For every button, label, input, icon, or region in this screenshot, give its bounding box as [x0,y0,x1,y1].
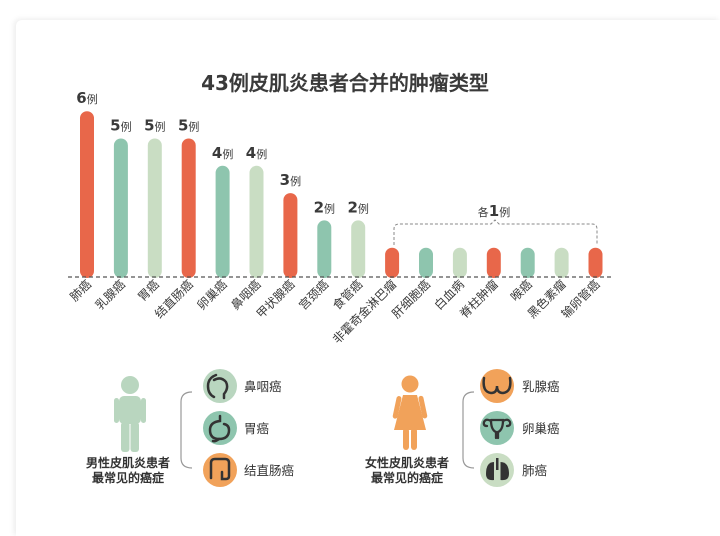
female-item-3-label: 肺癌 [522,463,547,478]
value-label-肺癌: 6例 [76,89,97,107]
female-bracket [462,391,475,469]
male-caption-line1: 男性皮肌炎患者 [86,455,170,470]
value-label-鼻咽癌: 4例 [246,144,267,162]
male-figure-icon [114,376,146,452]
value-label-宫颈癌: 2例 [314,198,335,216]
group-value: 1 [489,202,499,220]
tick-label-喉癌: 喉癌 [507,277,535,305]
female-caption-line1: 女性皮肌炎患者 [365,455,449,470]
tick-label-卵巢癌: 卵巢癌 [194,277,230,313]
group-prefix: 各 [478,205,489,219]
female-item-1-label: 乳腺癌 [522,379,560,394]
group-bracket [393,219,598,245]
group-annotation: 各1例 [478,202,510,220]
bar-白血病 [452,247,467,278]
male-caption-line2: 最常见的癌症 [92,470,164,485]
male-item-3-label: 结直肠癌 [244,463,294,478]
value-label-胃癌: 5例 [144,117,165,135]
value-label-结直肠癌: 5例 [178,117,199,135]
bar-卵巢癌 [215,165,230,278]
value-label-卵巢癌: 4例 [212,144,233,162]
tick-label-胃癌: 胃癌 [134,277,162,305]
bar-胃癌 [147,138,162,278]
intestine-icon [209,457,231,481]
female-figure-icon [392,375,428,450]
bar-非霍奇金淋巴瘤 [385,247,400,278]
male-bracket [180,391,193,469]
value-label-食管癌: 2例 [347,198,368,216]
tick-label-乳腺癌: 乳腺癌 [92,277,128,313]
group-unit: 例 [499,205,510,219]
bar-黑色素瘤 [554,247,569,278]
tick-label-宫颈癌: 宫颈癌 [295,277,331,313]
male-item-2-label: 胃癌 [244,421,269,436]
male-panel: 男性皮肌炎患者 最常见的癌症 鼻咽癌 胃癌 结直肠癌 [86,369,294,487]
bar-食管癌 [351,220,366,278]
bar-series [80,111,603,278]
stomach-icon [208,414,231,443]
female-item-2-badge [480,411,514,445]
female-caption-line2: 最常见的癌症 [371,470,443,485]
bar-输卵管癌 [588,247,603,278]
value-label-乳腺癌: 5例 [110,117,131,135]
bar-乳腺癌 [113,138,128,278]
bar-脊柱肿瘤 [486,247,501,278]
bar-喉癌 [520,247,535,278]
tick-label-肺癌: 肺癌 [67,277,95,305]
chart-title: 43例皮肌炎患者合并的肿瘤类型 [201,71,489,95]
bar-结直肠癌 [181,138,196,278]
bar-甲状腺癌 [283,193,298,278]
female-item-2-label: 卵巢癌 [522,421,560,436]
value-labels: 6例 5例 5例 5例 4例 4例 3例 2例 2例 [76,89,369,216]
nasopharynx-icon [206,373,229,400]
value-label-甲状腺癌: 3例 [280,171,301,189]
uterus-ovary-icon [482,418,512,440]
male-item-1-label: 鼻咽癌 [244,379,282,394]
female-panel: 女性皮肌炎患者 最常见的癌症 乳腺癌 卵巢癌 肺癌 [365,369,560,487]
bar-宫颈癌 [317,220,332,278]
bar-肺癌 [80,111,94,278]
bar-肝细胞癌 [419,247,433,278]
lungs-icon [486,458,509,481]
bar-鼻咽癌 [249,165,264,278]
breast-icon [482,376,512,395]
